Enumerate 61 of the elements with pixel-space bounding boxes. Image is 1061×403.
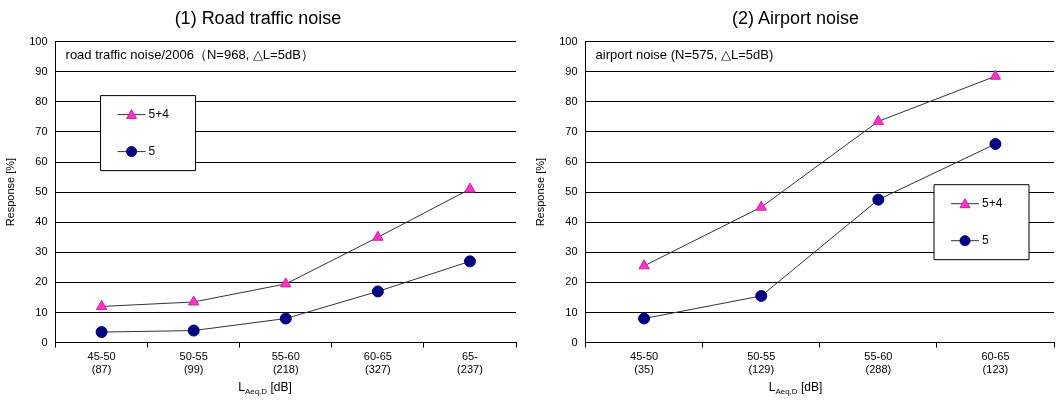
- annotation: airport noise (N=575, △L=5dB): [595, 47, 774, 63]
- y-tick-label: 100: [559, 34, 578, 47]
- chart-title: (1) Road traffic noise: [174, 7, 342, 28]
- y-tick-label: 10: [565, 305, 578, 318]
- point: [638, 259, 650, 270]
- y-tick-label: 80: [565, 94, 578, 107]
- y-tick-label: 10: [35, 305, 48, 318]
- y-axis-title: Response [%]: [3, 157, 16, 227]
- annotation: road traffic noise/2006（N=968, △L=5dB）: [65, 47, 314, 63]
- y-tick-label: 60: [565, 155, 578, 168]
- y-tick-label: 20: [565, 275, 578, 288]
- y-tick-label: 70: [565, 124, 578, 137]
- point: [989, 69, 1002, 80]
- x-tick-label: 60-65 (123): [981, 350, 1010, 376]
- x-tick-label: 55-60 (218): [271, 350, 300, 376]
- point: [187, 295, 200, 306]
- point: [279, 312, 292, 325]
- point: [95, 326, 108, 339]
- legend-label: 5+4: [148, 106, 170, 121]
- y-tick-label: 0: [41, 335, 48, 348]
- point: [372, 230, 384, 241]
- point: [872, 193, 885, 206]
- y-tick-label: 30: [565, 245, 578, 258]
- y-tick-label: 70: [35, 124, 48, 137]
- y-tick-label: 80: [35, 94, 48, 107]
- point: [755, 200, 767, 211]
- y-tick-label: 30: [35, 245, 48, 258]
- y-tick-label: 90: [35, 64, 48, 77]
- y-tick-label: 50: [565, 185, 578, 198]
- x-axis-title: L$_{Aeq,D}$ [dB]: [237, 380, 293, 397]
- x-tick-label: 50-55 (99): [179, 350, 208, 376]
- point: [280, 277, 292, 288]
- y-tick-label: 0: [571, 335, 578, 348]
- x-tick-label: 50-55 (129): [747, 350, 776, 376]
- point: [371, 285, 384, 298]
- point: [187, 324, 200, 337]
- point: [755, 289, 768, 302]
- point: [464, 182, 476, 193]
- y-tick-label: 40: [565, 215, 578, 228]
- y-tick-label: 60: [35, 155, 48, 168]
- x-tick-label: 65- (237): [457, 350, 483, 376]
- chart-title: (2) Airport noise: [731, 7, 860, 28]
- point: [95, 299, 108, 310]
- point: [989, 137, 1002, 150]
- point: [872, 114, 885, 125]
- x-tick-label: 60-65 (327): [363, 350, 392, 376]
- legend-label: 5+4: [982, 196, 1003, 211]
- y-tick-label: 50: [35, 185, 48, 198]
- y-axis-title: Response [%]: [533, 157, 546, 227]
- y-tick-label: 40: [35, 215, 48, 228]
- y-tick-label: 20: [35, 275, 48, 288]
- legend-label: 5: [148, 143, 156, 158]
- x-tick-label: 45-50 (35): [630, 350, 659, 376]
- y-tick-label: 100: [29, 34, 48, 47]
- x-axis-title: L$_{Aeq,D}$ [dB]: [767, 380, 824, 397]
- x-tick-label: 45-50 (87): [87, 350, 116, 376]
- x-tick-label: 55-60 (288): [864, 350, 893, 376]
- point: [638, 312, 651, 325]
- legend-label: 5: [982, 233, 989, 248]
- point: [463, 255, 476, 268]
- y-tick-label: 90: [565, 64, 578, 77]
